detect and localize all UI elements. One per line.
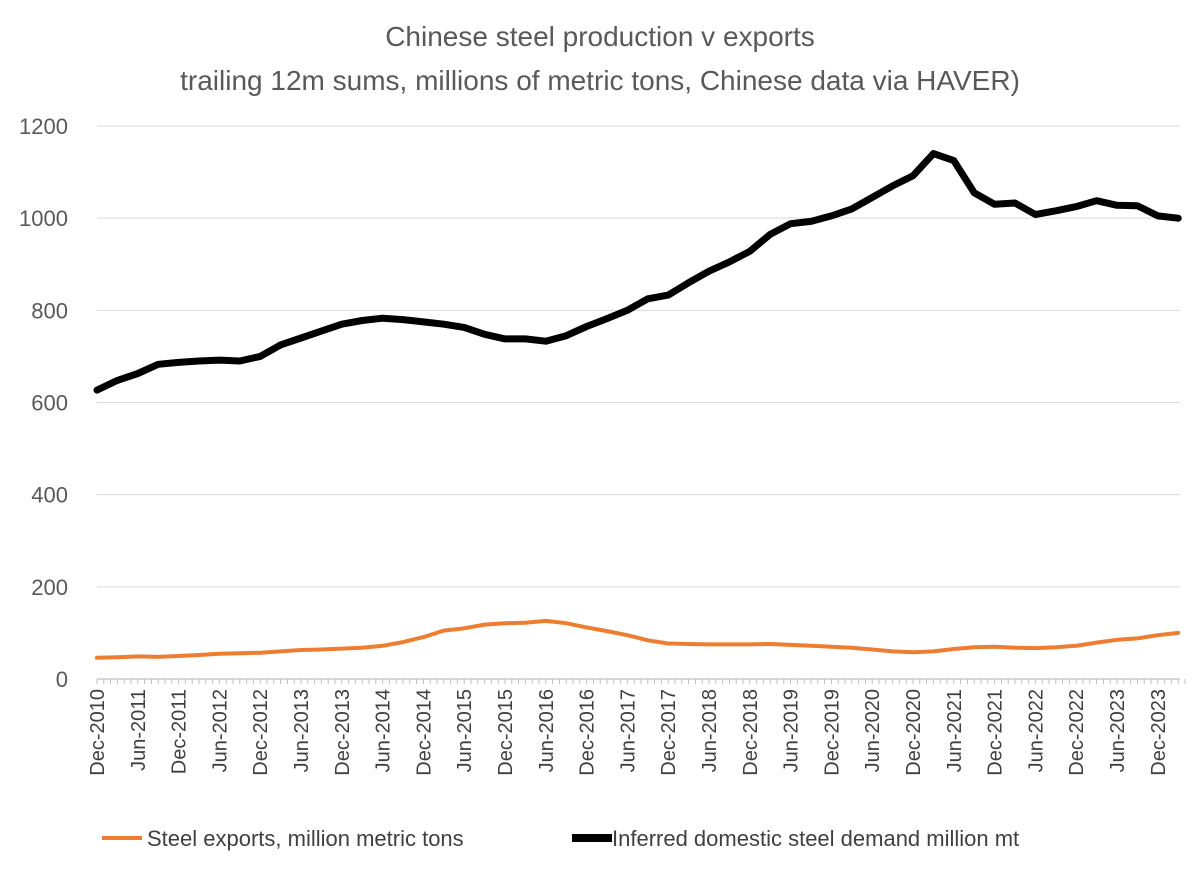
series-line-exports	[95, 618, 1181, 660]
x-tick-label: Dec-2012	[250, 689, 272, 776]
x-tick-label: Dec-2015	[495, 689, 517, 776]
x-tick-label: Dec-2019	[821, 689, 843, 776]
x-tick-label: Dec-2018	[740, 689, 762, 776]
y-tick-label: 1000	[19, 206, 68, 231]
x-tick-label: Jun-2021	[944, 689, 966, 772]
x-tick-label: Jun-2011	[128, 689, 150, 771]
y-tick-label: 1200	[19, 114, 68, 139]
x-tick-label: Jun-2015	[454, 689, 476, 772]
y-tick-label: 800	[31, 298, 68, 323]
x-tick-label: Jun-2018	[699, 689, 721, 772]
x-tick-label: Dec-2014	[413, 689, 435, 776]
x-tick-label: Dec-2021	[985, 689, 1007, 776]
x-tick-label: Jun-2012	[209, 689, 231, 772]
chart-subtitle: trailing 12m sums, millions of metric to…	[180, 65, 1020, 96]
legend-label-exports: Steel exports, million metric tons	[147, 826, 464, 851]
y-tick-label: 0	[56, 667, 68, 692]
x-tick-label: Dec-2022	[1066, 689, 1088, 776]
x-tick-label: Jun-2022	[1025, 689, 1047, 772]
legend-label-domestic-demand: Inferred domestic steel demand million m…	[612, 826, 1019, 851]
plot-series	[93, 150, 1182, 660]
x-tick-label: Jun-2013	[291, 689, 313, 772]
chart-title: Chinese steel production v exports	[385, 21, 815, 52]
gridlines	[97, 125, 1180, 588]
x-tick-label: Jun-2017	[617, 689, 639, 772]
x-tick-label: Dec-2011	[169, 689, 191, 774]
x-tick-label: Jun-2023	[1107, 689, 1129, 772]
x-tick-label: Jun-2019	[781, 689, 803, 772]
x-tick-label: Dec-2010	[87, 689, 109, 776]
y-tick-label: 200	[31, 575, 68, 600]
x-axis: Dec-2010 Jun-2011 Dec-2011 Jun-2012 Dec-2012…	[87, 678, 1186, 776]
x-tick-label: Dec-2020	[903, 689, 925, 776]
x-tick-label: Jun-2014	[373, 689, 395, 772]
x-tick-label: Jun-2020	[862, 689, 884, 772]
x-tick-label: Dec-2023	[1148, 689, 1170, 776]
x-tick-label: Dec-2016	[577, 689, 599, 776]
y-tick-label: 400	[31, 483, 68, 508]
y-axis: 0 200 400 600 800 1000 1200	[19, 114, 68, 692]
x-tick-label: Dec-2017	[658, 689, 680, 776]
x-tick-label: Jun-2016	[536, 689, 558, 772]
legend: Steel exports, million metric tons Infer…	[102, 826, 1019, 851]
x-tick-label: Dec-2013	[332, 689, 354, 776]
y-tick-label: 600	[31, 391, 68, 416]
series-line-domestic-demand	[93, 150, 1182, 394]
